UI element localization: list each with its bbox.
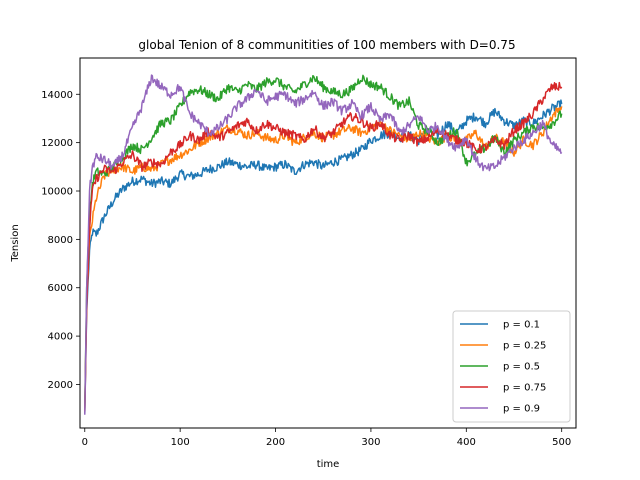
y-tick-label: 14000 — [41, 90, 73, 101]
x-tick-label: 100 — [171, 437, 190, 448]
y-tick-label: 2000 — [48, 380, 73, 391]
plot-frame — [79, 57, 577, 429]
y-tick-label: 6000 — [48, 283, 73, 294]
x-axis: 0 100 200 300 400 500 — [82, 428, 571, 448]
legend-label: p = 0.9 — [503, 404, 540, 415]
series-line-1 — [84, 99, 563, 414]
x-tick-label: 200 — [266, 437, 285, 448]
x-axis-title: time — [317, 459, 340, 470]
x-tick-label: 0 — [82, 437, 88, 448]
legend: p = 0.1 p = 0.25 p = 0.5 p = 0.75 p = 0.9 — [452, 310, 571, 423]
legend-label: p = 0.25 — [503, 341, 546, 352]
legend-label: p = 0.75 — [503, 383, 546, 394]
series-layer — [84, 74, 563, 415]
x-tick-label: 500 — [552, 437, 571, 448]
y-tick-label: 12000 — [41, 138, 73, 149]
legend-frame — [452, 310, 571, 423]
y-tick-label: 10000 — [41, 187, 73, 198]
y-tick-label: 4000 — [48, 332, 73, 343]
legend-label: p = 0.5 — [503, 362, 540, 373]
y-axis: 2000 4000 6000 8000 10000 12000 14000 — [41, 90, 80, 391]
y-axis-title: Tension — [10, 224, 21, 262]
chart-title: global Tenion of 8 communitities of 100 … — [138, 38, 515, 52]
series-line-4 — [84, 81, 563, 413]
x-tick-label: 400 — [457, 437, 476, 448]
legend-label: p = 0.1 — [503, 320, 540, 331]
series-line-5 — [84, 74, 563, 415]
y-tick-label: 8000 — [48, 235, 73, 246]
x-tick-label: 300 — [361, 437, 380, 448]
